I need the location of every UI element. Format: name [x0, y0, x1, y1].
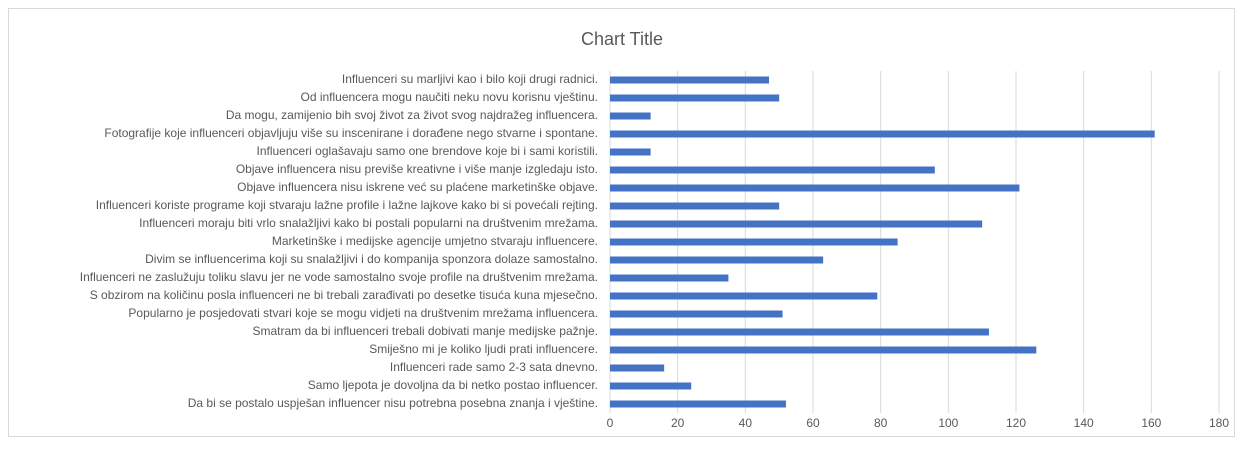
x-tick-label: 0: [607, 416, 614, 430]
y-tick-label: Influenceri koriste programe koji stvara…: [96, 198, 598, 212]
bar: [610, 166, 935, 174]
x-tick-label: 120: [1006, 416, 1026, 430]
bar: [610, 274, 729, 282]
y-tick-label: Influenceri ne zaslužuju toliku slavu je…: [80, 270, 598, 284]
bar: [610, 238, 898, 246]
y-tick-label: Influenceri moraju biti vrlo snalažljivi…: [139, 216, 598, 230]
y-tick-label: Influenceri su marljivi kao i bilo koji …: [342, 72, 598, 86]
y-tick-label: Popularno je posjedovati stvari koje se …: [128, 306, 598, 320]
x-tick-label: 80: [874, 416, 888, 430]
bar: [610, 346, 1037, 354]
bar: [610, 184, 1020, 192]
y-tick-label: Da bi se postalo uspješan influencer nis…: [188, 396, 598, 410]
bar: [610, 220, 983, 228]
bar: [610, 382, 692, 390]
bar: [610, 130, 1155, 138]
x-tick-label: 40: [739, 416, 753, 430]
bar: [610, 256, 824, 264]
bar: [610, 328, 989, 336]
y-tick-label: Smatram da bi influenceri trebali dobiva…: [252, 324, 598, 338]
bar: [610, 112, 651, 120]
x-tick-label: 160: [1141, 416, 1161, 430]
x-tick-label: 60: [806, 416, 820, 430]
bar: [610, 202, 780, 210]
y-tick-label: Fotografije koje influenceri objavljuju …: [104, 126, 598, 140]
y-tick-label: Da mogu, zamijenio bih svoj život za živ…: [226, 108, 598, 122]
y-tick-label: Divim se influencerima koji su snalažlji…: [145, 252, 598, 266]
bar: [610, 310, 783, 318]
bar: [610, 94, 780, 102]
chart-title: Chart Title: [581, 29, 663, 49]
x-tick-label: 180: [1209, 416, 1229, 430]
y-tick-label: S obzirom na količinu posla influenceri …: [90, 288, 598, 302]
bar: [610, 364, 665, 372]
y-tick-label: Objave influencera nisu iskrene već su p…: [237, 180, 598, 194]
bar: [610, 400, 786, 408]
x-tick-label: 100: [938, 416, 958, 430]
y-tick-label: Od influencera mogu naučiti neku novu ko…: [300, 90, 598, 104]
bar: [610, 292, 878, 300]
bar: [610, 148, 651, 156]
y-tick-label: Samo ljepota je dovoljna da bi netko pos…: [308, 378, 598, 392]
bar: [610, 76, 770, 84]
y-tick-label: Marketinške i medijske agencije umjetno …: [272, 234, 598, 248]
x-tick-label: 20: [671, 416, 685, 430]
y-tick-label: Influenceri rade samo 2-3 sata dnevno.: [390, 360, 598, 374]
y-tick-label: Smiješno mi je koliko ljudi prati influe…: [369, 342, 598, 356]
x-tick-label: 140: [1074, 416, 1094, 430]
y-tick-label: Objave influencera nisu previše kreativn…: [236, 162, 598, 176]
y-tick-label: Influenceri oglašavaju samo one brendove…: [256, 144, 598, 158]
